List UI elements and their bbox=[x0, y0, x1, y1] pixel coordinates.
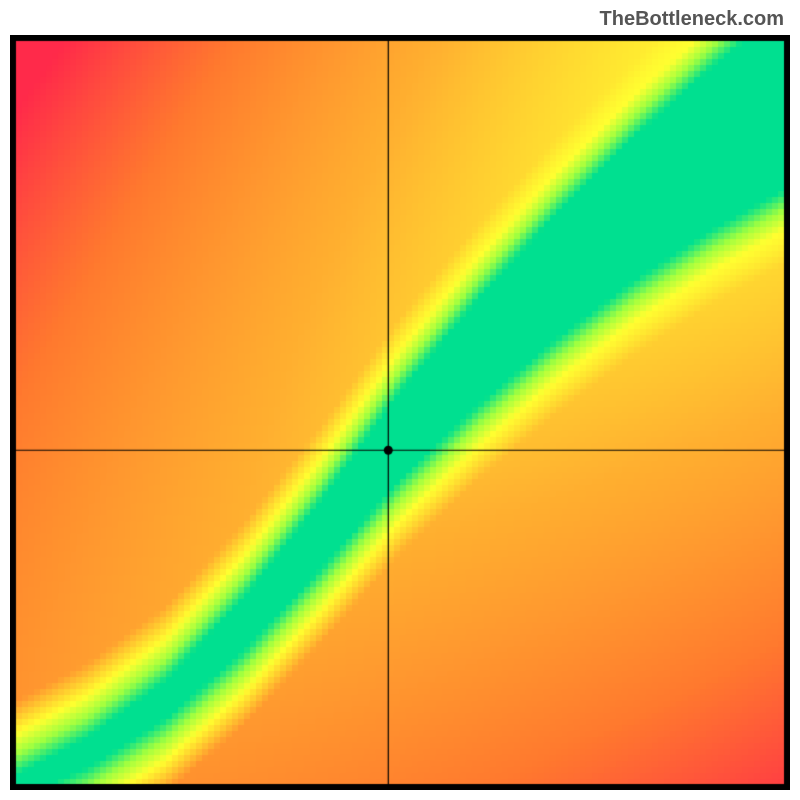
heatmap-chart bbox=[10, 35, 790, 790]
watermark-text: TheBottleneck.com bbox=[600, 8, 784, 31]
chart-container: TheBottleneck.com bbox=[0, 0, 800, 800]
heatmap-canvas bbox=[10, 35, 790, 790]
